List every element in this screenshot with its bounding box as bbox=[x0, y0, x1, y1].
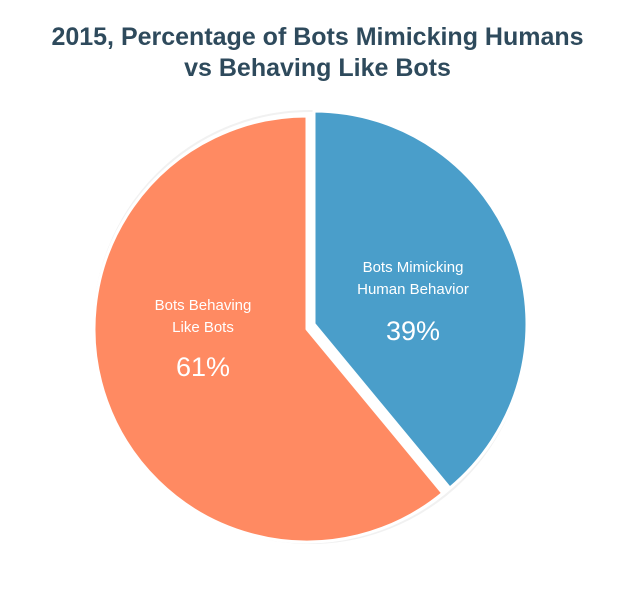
slice-2-value-label: 61% bbox=[176, 352, 230, 382]
chart-title: 2015, Percentage of Bots Mimicking Human… bbox=[0, 22, 635, 84]
pie-slice-2 bbox=[92, 114, 445, 544]
slice-2-name-line-1: Bots Behaving bbox=[155, 297, 252, 314]
slice-1-name-line-1: Bots Mimicking bbox=[363, 259, 464, 276]
chart-title-line-1: 2015, Percentage of Bots Mimicking Human… bbox=[51, 23, 584, 51]
slice-1-value-label: 39% bbox=[386, 316, 440, 346]
slice-1-name-line-2: Human Behavior bbox=[357, 281, 469, 298]
chart-title-line-2: vs Behaving Like Bots bbox=[184, 54, 451, 82]
pie-slice-1 bbox=[312, 109, 529, 490]
slice-2-name-line-2: Like Bots bbox=[172, 319, 234, 336]
